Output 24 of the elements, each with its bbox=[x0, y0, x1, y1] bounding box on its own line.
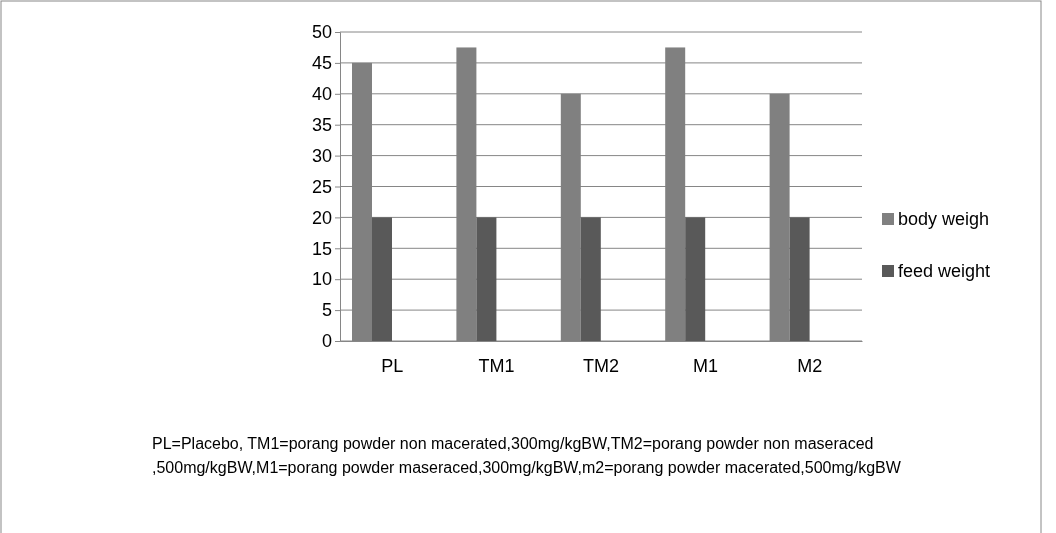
bar bbox=[580, 217, 601, 341]
y-tick-label: 25 bbox=[311, 176, 332, 197]
legend-label: body weigh bbox=[898, 209, 990, 229]
x-tick-label: PL bbox=[381, 355, 404, 376]
y-tick-label: 45 bbox=[311, 53, 332, 74]
y-tick-label: 35 bbox=[311, 114, 332, 135]
y-tick-label: 5 bbox=[321, 300, 332, 321]
x-tick-label: M1 bbox=[692, 355, 718, 376]
x-tick-label: TM1 bbox=[478, 355, 515, 376]
bar bbox=[476, 217, 497, 341]
x-tick-label: TM2 bbox=[583, 355, 619, 376]
y-tick-label: 20 bbox=[311, 207, 332, 228]
y-tick-label: 10 bbox=[311, 269, 332, 290]
legend-label: feed weight bbox=[898, 261, 991, 281]
text: PL=Placebo, TM1=porang powder non macerated,300mg/kgBW,TM2=porang powder non maseraced ,500mg/kgBW,M1=porang powder maseraced,300mg/kgBW,m2=porang powder macerated,500mg/kgBW bbox=[152, 434, 902, 478]
y-tick-label: 0 bbox=[321, 331, 332, 352]
bar bbox=[685, 217, 706, 341]
y-tick-label: 50 bbox=[311, 22, 332, 43]
y-tick-label: 30 bbox=[311, 145, 332, 166]
x-tick-label: M2 bbox=[797, 355, 823, 376]
y-tick-label: 15 bbox=[311, 238, 332, 259]
bar bbox=[789, 217, 810, 341]
y-tick-label: 40 bbox=[311, 84, 332, 105]
bar bbox=[372, 217, 392, 341]
